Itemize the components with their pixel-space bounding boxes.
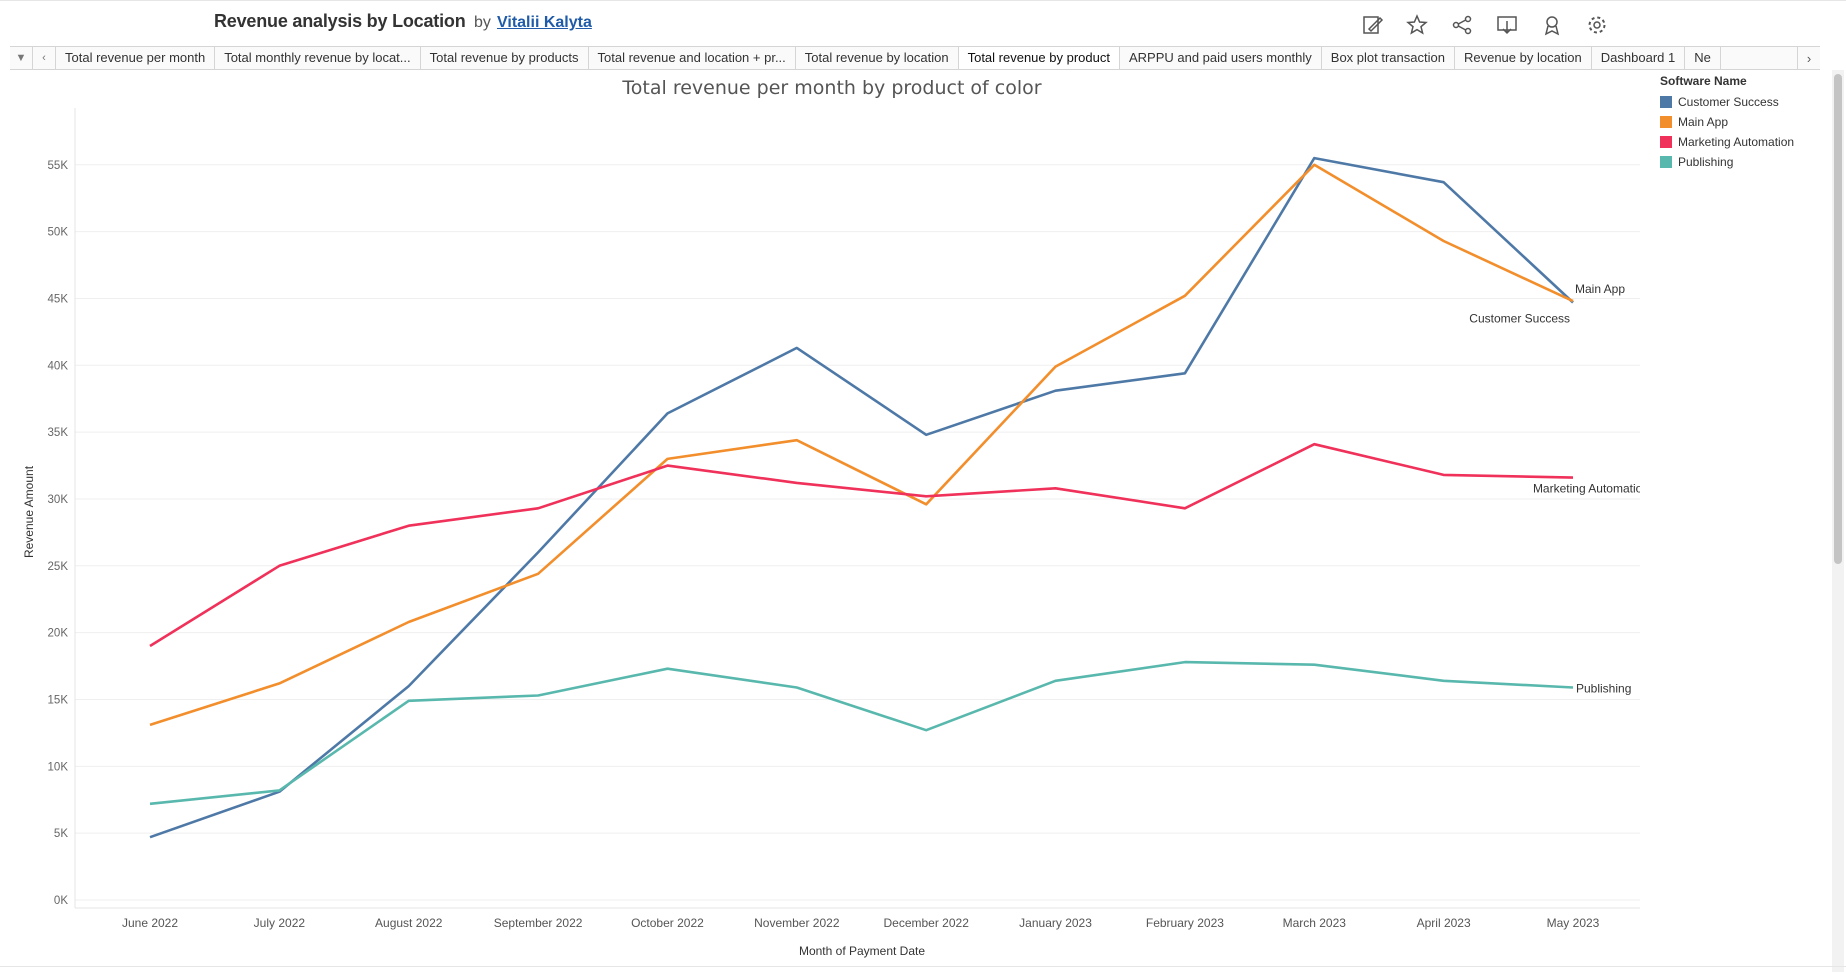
author-link[interactable]: Vitalii Kalyta <box>497 14 592 31</box>
y-tick-label: 35K <box>48 427 69 439</box>
x-tick-label: June 2022 <box>122 916 178 930</box>
sheet-tab[interactable]: Total revenue per month <box>56 47 216 69</box>
bottom-divider <box>0 966 1846 967</box>
x-tick-label: October 2022 <box>631 916 704 930</box>
y-tick-label: 25K <box>48 561 69 573</box>
x-axis-title: Month of Payment Date <box>799 944 925 958</box>
sheet-tab[interactable]: Revenue by location <box>1455 47 1592 69</box>
series-end-label: Publishing <box>1576 681 1631 695</box>
line-chart: Total revenue per month by product of co… <box>22 77 1640 958</box>
y-tick-label: 5K <box>54 828 68 840</box>
caret-down-icon: ▼ <box>15 52 27 64</box>
y-tick-label: 20K <box>48 628 69 640</box>
y-tick-label: 45K <box>48 293 69 305</box>
series-line <box>149 442 1574 648</box>
legend-item[interactable]: Customer Success <box>1660 92 1794 112</box>
sheet-tab[interactable]: Dashboard 1 <box>1592 47 1686 69</box>
chevron-left-icon: ‹ <box>42 52 46 64</box>
series-end-label: Customer Success <box>1469 311 1570 325</box>
legend-item[interactable]: Main App <box>1660 112 1794 132</box>
y-tick-label: 55K <box>48 160 69 172</box>
sheet-tab[interactable]: Total monthly revenue by locat... <box>215 47 421 69</box>
legend-swatch <box>1660 116 1672 128</box>
download-icon[interactable] <box>1495 13 1519 37</box>
series-end-label: Marketing Automation <box>1533 482 1640 496</box>
y-axis-title: Revenue Amount <box>22 465 36 558</box>
legend-label: Main App <box>1678 115 1729 129</box>
x-tick-label: August 2022 <box>375 916 443 930</box>
chevron-right-icon: › <box>1806 50 1812 66</box>
favorite-star-icon[interactable] <box>1405 13 1429 37</box>
x-tick-label: November 2022 <box>754 916 840 930</box>
metrics-icon[interactable] <box>1540 13 1564 37</box>
series-line <box>149 163 1574 727</box>
share-icon[interactable] <box>1450 13 1474 37</box>
legend-item[interactable]: Publishing <box>1660 152 1794 172</box>
legend-title: Software Name <box>1660 74 1747 88</box>
sheet-tab[interactable]: Total revenue by product <box>958 47 1120 69</box>
vertical-scrollbar[interactable] <box>1832 70 1844 972</box>
x-tick-label: February 2023 <box>1146 916 1224 930</box>
legend-swatch <box>1660 136 1672 148</box>
tab-scroll-left[interactable]: ‹ <box>33 47 56 69</box>
x-tick-label: July 2022 <box>254 916 306 930</box>
sheet-tab-strip: ▼ ‹ Total revenue per month Total monthly… <box>10 46 1820 70</box>
y-tick-label: 0K <box>54 895 68 907</box>
tab-menu-dropdown[interactable]: ▼ <box>10 47 33 69</box>
y-tick-label: 50K <box>48 227 69 239</box>
legend-swatch <box>1660 96 1672 108</box>
y-tick-label: 30K <box>48 494 69 506</box>
legend-label: Customer Success <box>1678 95 1779 109</box>
by-label: by <box>474 14 491 31</box>
x-tick-label: January 2023 <box>1019 916 1092 930</box>
y-tick-label: 10K <box>48 761 69 773</box>
sheet-tabs: Total revenue per month Total monthly rev… <box>56 47 1797 69</box>
series-line <box>149 156 1574 839</box>
sheet-tab[interactable]: Ne <box>1685 47 1721 69</box>
legend-label: Marketing Automation <box>1678 135 1795 149</box>
x-tick-label: May 2023 <box>1547 916 1600 930</box>
legend-swatch <box>1660 156 1672 168</box>
legend-label: Publishing <box>1678 155 1734 169</box>
y-tick-label: 40K <box>48 360 69 372</box>
top-toolbar: Revenue analysis by Location by Vitalii … <box>0 0 1846 47</box>
scrollbar-thumb[interactable] <box>1834 74 1842 564</box>
edit-icon[interactable] <box>1360 13 1384 37</box>
x-tick-label: December 2022 <box>883 916 969 930</box>
legend: Software Name Customer Success Main App Ma… <box>1660 74 1794 172</box>
series-end-label: Main App <box>1575 282 1625 296</box>
legend-item[interactable]: Marketing Automation <box>1660 132 1794 152</box>
sheet-tab[interactable]: Box plot transaction <box>1322 47 1455 69</box>
x-tick-label: April 2023 <box>1417 916 1471 930</box>
workbook-title: Revenue analysis by Location <box>214 11 466 31</box>
sheet-tab[interactable]: Total revenue by location <box>796 47 959 69</box>
sheet-tab[interactable]: Total revenue by products <box>421 47 589 69</box>
y-tick-label: 15K <box>48 694 69 706</box>
chart-title: Total revenue per month by product of co… <box>621 77 1041 99</box>
settings-gear-icon[interactable] <box>1585 13 1609 37</box>
x-tick-label: March 2023 <box>1283 916 1347 930</box>
series-line <box>149 660 1574 806</box>
sheet-tab[interactable]: Total revenue and location + pr... <box>589 47 796 69</box>
sheet-tab[interactable]: ARPPU and paid users monthly <box>1120 47 1322 69</box>
x-tick-label: September 2022 <box>494 916 583 930</box>
tab-scroll-right[interactable]: › <box>1797 47 1820 69</box>
